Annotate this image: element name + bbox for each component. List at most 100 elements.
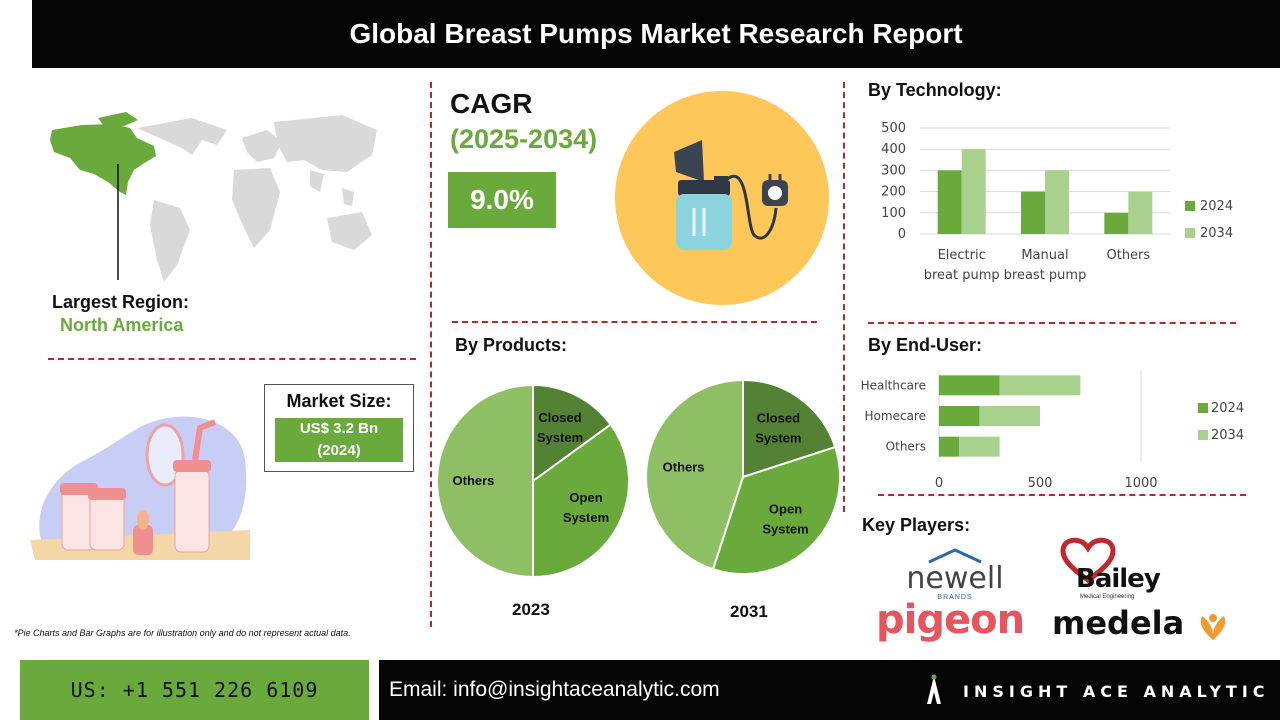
- tech-legend-swatch: [1185, 201, 1195, 211]
- tech-category-label: Electric: [938, 248, 986, 263]
- enduser-legend-swatch: [1198, 403, 1208, 413]
- enduser-bar-chart: 0 500 1000 Healthcare Homecare Others 2024 2034: [861, 370, 1244, 491]
- newell-roof-icon: [928, 548, 982, 564]
- enduser-legend-label: 2024: [1211, 401, 1244, 416]
- breast-pump-icon: [615, 91, 829, 305]
- pie-2031-slice-label: Open: [769, 502, 802, 517]
- tech-ytick-label: 200: [881, 185, 906, 200]
- cagr-period: (2025-2034): [450, 124, 598, 154]
- market-size-label: Market Size:: [286, 391, 392, 411]
- enduser-xtick-label: 0: [935, 476, 943, 491]
- enduser-category-label: Others: [886, 440, 926, 454]
- market-size-value: US$ 3.2 Bn (2024): [275, 418, 403, 462]
- logo-medela: medela: [1052, 604, 1185, 642]
- enduser-legend-label: 2034: [1211, 428, 1244, 443]
- tech-bar-2024: [1104, 212, 1129, 234]
- enduser-xtick-label: 500: [1028, 476, 1053, 491]
- pie-2031-slice-label: System: [762, 522, 808, 537]
- tech-bar-2034: [1128, 191, 1153, 234]
- brand-logo-icon: [927, 674, 941, 704]
- world-map: [50, 112, 377, 282]
- enduser-title: By End-User:: [868, 335, 983, 355]
- cagr-label: CAGR: [450, 88, 533, 119]
- cagr-value: 9.0%: [448, 172, 556, 228]
- pie-2031-slice-label: Closed: [757, 410, 800, 425]
- bailey-wordmark: Bailey: [1076, 564, 1161, 594]
- pie-2031-slice-label: Others: [663, 460, 705, 475]
- pie-2023-slice: [436, 384, 534, 578]
- tech-bar-2024: [1021, 191, 1045, 234]
- bailey-sub: Medical Engineering: [1080, 594, 1135, 600]
- tech-ytick-label: 400: [881, 142, 906, 157]
- pie-2031-slice: [711, 445, 841, 575]
- tech-ytick-label: 500: [881, 121, 906, 136]
- divider-region: [48, 358, 416, 360]
- pie-2023-title: 2023: [512, 600, 550, 619]
- tech-ytick-label: 0: [898, 227, 906, 242]
- pie-2023-slice-label: Open: [569, 490, 602, 505]
- divider-cagr: [452, 321, 817, 323]
- logo-bailey: Bailey Medical Engineering: [1058, 536, 1168, 604]
- enduser-category-label: Homecare: [865, 409, 926, 423]
- pie-2023-slice-label: System: [537, 430, 583, 445]
- enduser-bar-2024: [939, 375, 1000, 396]
- pie-2031-slice: [645, 379, 744, 571]
- tech-bar-2034: [1045, 170, 1069, 234]
- pie-2023-slice-label: Closed: [538, 410, 581, 425]
- pie-chart-2023: Closed System Open System Others: [436, 384, 630, 578]
- products-title: By Products:: [455, 335, 568, 355]
- newell-sub: BRANDS: [937, 594, 973, 601]
- page-title: Global Breast Pumps Market Research Repo…: [32, 0, 1280, 68]
- divider-enduser: [878, 494, 1246, 496]
- enduser-bar-2024: [939, 406, 980, 426]
- tech-bar-2034: [961, 149, 986, 234]
- pie-chart-2031: Closed System Open System Others: [645, 379, 841, 575]
- tech-legend-swatch: [1185, 228, 1195, 238]
- divider-right: [843, 82, 845, 512]
- divider-technology: [868, 322, 1236, 324]
- market-size-card: Market Size: US$ 3.2 Bn (2024): [264, 384, 414, 472]
- technology-title: By Technology:: [868, 80, 1002, 100]
- medela-flower-icon: [1200, 614, 1226, 640]
- pie-2023-slice: [532, 384, 613, 483]
- tech-legend-label: 2024: [1200, 199, 1233, 214]
- divider-left: [430, 82, 432, 627]
- tech-category-label: Others: [1106, 248, 1150, 263]
- key-players-title: Key Players:: [862, 515, 971, 535]
- tech-legend-label: 2034: [1200, 226, 1233, 241]
- enduser-category-label: Healthcare: [861, 378, 926, 392]
- tech-bar-2024: [937, 170, 962, 234]
- enduser-bar-2024: [939, 436, 960, 457]
- disclaimer-note: *Pie Charts and Bar Graphs are for illus…: [14, 628, 351, 638]
- pie-2023-slice-label: Others: [453, 473, 495, 488]
- logo-newell: newell BRANDS: [895, 548, 1015, 601]
- pie-2031-title: 2031: [730, 602, 768, 621]
- market-size-year: (2024): [317, 442, 361, 459]
- enduser-bar-2034: [999, 375, 1081, 396]
- tech-category-label: breast pump: [1004, 268, 1087, 283]
- email-contact[interactable]: Email: info@insightaceanalytic.com: [389, 678, 720, 701]
- tech-category-label: breat pump: [924, 268, 1000, 283]
- pie-2031-slice: [742, 379, 837, 479]
- largest-region-value: North America: [60, 315, 184, 335]
- newell-wordmark: newell: [906, 561, 1004, 596]
- phone-contact[interactable]: US: +1 551 226 6109: [20, 660, 369, 720]
- footer-bar: Email: info@insightaceanalytic.com INSIG…: [379, 660, 1280, 720]
- enduser-xtick-label: 1000: [1124, 476, 1157, 491]
- market-size-amount: US$ 3.2 Bn: [299, 420, 379, 437]
- logo-pigeon: pigeon: [876, 597, 1025, 643]
- enduser-legend-swatch: [1198, 430, 1208, 440]
- tech-ytick-label: 100: [881, 206, 906, 221]
- tech-ytick-label: 300: [881, 163, 906, 178]
- enduser-bar-2034: [959, 436, 1000, 457]
- pie-2023-slice: [532, 423, 630, 578]
- breast-pump-illustration: [30, 416, 250, 560]
- enduser-bar-2034: [979, 406, 1040, 426]
- technology-bar-chart: 0 100 200 300 400 500 Electric breat pump Manual…: [881, 121, 1233, 283]
- largest-region-label: Largest Region:: [52, 292, 190, 312]
- pie-2031-slice-label: System: [755, 430, 801, 445]
- pie-2023-slice-label: System: [563, 510, 609, 525]
- brand-name: INSIGHT ACE ANALYTIC: [963, 682, 1270, 701]
- bailey-heart-icon: [1060, 537, 1116, 584]
- tech-category-label: Manual: [1021, 248, 1068, 263]
